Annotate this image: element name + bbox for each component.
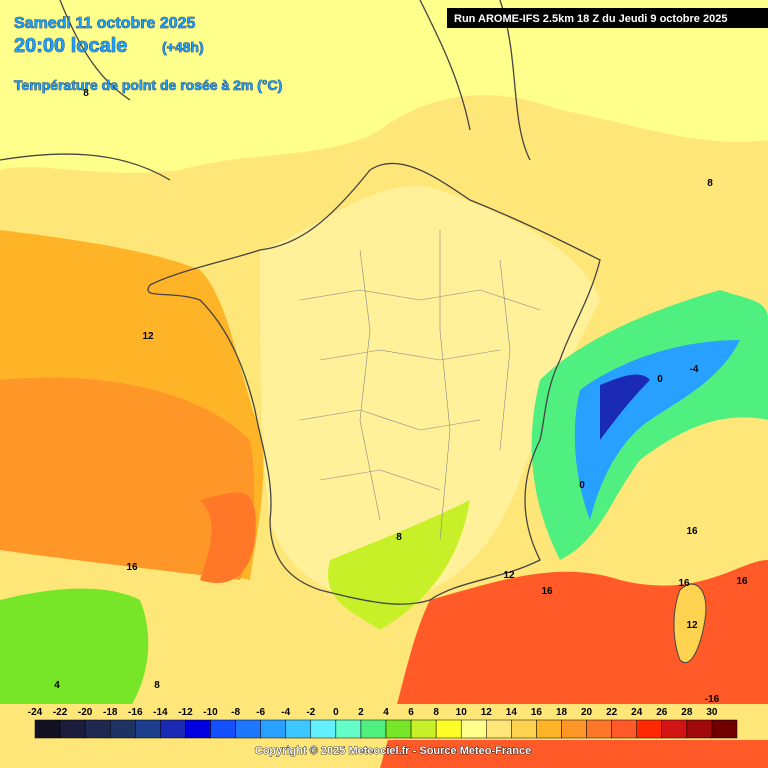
legend-tick-label: -4	[281, 707, 290, 718]
legend-tick-label: -22	[53, 707, 68, 718]
color-legend: -24 -22 -20 -18 -16 -14 -12 -10 -8 -6 -4 -2 0 2 4 6 8 10 1…	[0, 704, 768, 740]
legend-swatch	[435, 719, 462, 739]
legend-tick-label: -20	[78, 707, 93, 718]
legend-swatch	[661, 719, 688, 739]
legend-tick-label: -10	[203, 707, 218, 718]
contour-label: 0	[579, 480, 585, 491]
legend-swatch	[210, 719, 236, 739]
legend-tick-label: 20	[581, 707, 593, 718]
parameter-title: Température de point de rosée à 2m (°C)	[14, 77, 282, 93]
contour-label: 8	[83, 88, 89, 99]
legend-tick-label: 2	[358, 707, 364, 718]
legend-tick-label: -14	[153, 707, 168, 718]
legend-swatch	[536, 719, 562, 739]
contour-label: 12	[503, 570, 515, 581]
legend-tick-label: -18	[103, 707, 118, 718]
contour-label: 16	[678, 578, 690, 589]
alps-peak-zone	[600, 374, 650, 440]
legend-tick-label: 4	[383, 707, 389, 718]
legend-swatch	[310, 719, 337, 739]
legend-tick-label: -24	[28, 707, 43, 718]
contour-label: 12	[142, 331, 154, 342]
contour-label: -4	[690, 364, 699, 375]
contour-label: 12	[686, 620, 698, 631]
legend-swatch	[59, 719, 86, 739]
legend-tick-label: -6	[256, 707, 265, 718]
legend-swatch	[285, 719, 312, 739]
legend-tick-label: 14	[506, 707, 518, 718]
forecast-date: Samedi 11 octobre 2025	[14, 15, 196, 32]
contour-label: 4	[54, 680, 60, 691]
legend-tick-label: 10	[456, 707, 468, 718]
legend-swatch	[260, 719, 286, 739]
legend-swatch	[84, 719, 111, 739]
legend-tick-label: 18	[556, 707, 568, 718]
contour-label: -16	[705, 694, 720, 705]
forecast-lead: (+48h)	[162, 39, 204, 55]
legend-tick-label: -12	[178, 707, 193, 718]
forecast-time: 20:00 locale	[14, 35, 127, 57]
contour-label: 16	[126, 562, 138, 573]
legend-swatch	[235, 719, 261, 739]
legend-tick-label: 22	[606, 707, 618, 718]
legend-swatch	[410, 719, 437, 739]
legend-tick-label: 12	[481, 707, 493, 718]
iberia-green-zone	[0, 588, 149, 720]
legend-swatch	[561, 719, 587, 739]
legend-tick-label: 0	[333, 707, 339, 718]
contour-label: 8	[396, 532, 402, 543]
contour-label: 16	[736, 576, 748, 587]
legend-swatch	[586, 719, 612, 739]
landes-zone	[200, 492, 256, 584]
legend-swatch	[460, 719, 487, 739]
france-border	[147, 162, 601, 605]
legend-tick-label: 8	[433, 707, 439, 718]
legend-tick-label: 26	[656, 707, 668, 718]
france-zone	[260, 185, 600, 600]
legend-swatch	[486, 719, 512, 739]
contour-label: 16	[686, 526, 698, 537]
legend-swatch	[711, 719, 738, 739]
contour-label: 8	[707, 178, 713, 189]
corsica	[673, 583, 707, 663]
biscay-zone	[0, 377, 255, 580]
legend-tick-label: 30	[706, 707, 718, 718]
legend-swatch	[385, 719, 412, 739]
pyrenees-zone	[328, 500, 470, 630]
contour-label: 0	[657, 374, 663, 385]
legend-tick-label: -16	[128, 707, 143, 718]
contour-label: 16	[541, 586, 553, 597]
contour-label: 8	[154, 680, 160, 691]
department-borders	[299, 230, 541, 541]
north-zone	[0, 0, 768, 173]
legend-tick-label: 24	[631, 707, 643, 718]
coastlines	[0, 0, 531, 181]
legend-swatch	[686, 719, 713, 739]
legend-tick-label: -8	[231, 707, 240, 718]
legend-tick-label: 16	[531, 707, 543, 718]
run-box	[447, 8, 768, 28]
legend-swatch	[636, 719, 663, 739]
legend-tick-label: 28	[681, 707, 693, 718]
legend-swatch	[185, 719, 211, 739]
legend-tick-label: 6	[408, 707, 414, 718]
legend-tick-label: -2	[306, 707, 315, 718]
legend-swatch	[611, 719, 637, 739]
legend-swatch	[511, 719, 537, 739]
legend-swatch	[160, 719, 186, 739]
run-info: Run AROME-IFS 2.5km 18 Z du Jeudi 9 octo…	[454, 13, 727, 25]
legend-swatch	[109, 719, 136, 739]
legend-swatch	[135, 719, 161, 739]
legend-swatch	[34, 719, 61, 739]
legend-swatch	[335, 719, 362, 739]
copyright: Copyright © 2025 Meteociel.fr - Source M…	[255, 745, 531, 757]
legend-swatch	[360, 719, 387, 739]
